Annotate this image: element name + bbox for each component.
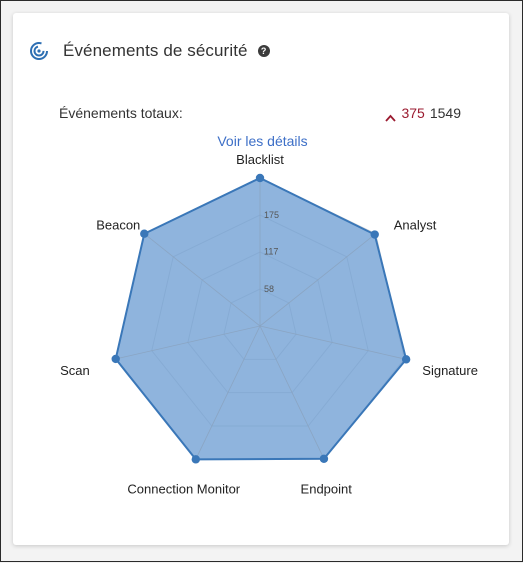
chevron-up-icon	[385, 109, 397, 122]
help-icon[interactable]: ?	[257, 45, 270, 57]
data-point-1	[370, 230, 379, 239]
totals-values: 375 1549	[385, 105, 461, 122]
data-point-3	[319, 454, 329, 463]
data-point-4	[191, 455, 200, 464]
axis-label-1: Analyst	[394, 218, 437, 233]
axis-label-2: Signature	[422, 363, 478, 378]
card-header: Événements de sécurité ?	[29, 29, 270, 73]
tick-label-1: 117	[264, 247, 278, 257]
axis-label-6: Beacon	[96, 218, 140, 233]
axis-label-4: Connection Monitor	[127, 481, 240, 496]
data-area	[114, 177, 408, 461]
data-point-6	[140, 229, 149, 238]
axis-label-3: Endpoint	[301, 481, 353, 496]
data-point-2	[401, 355, 411, 364]
tick-label-2: 175	[264, 210, 279, 220]
data-point-0	[255, 173, 265, 183]
spoke-1	[259, 233, 376, 327]
spoke-3	[259, 325, 325, 460]
spoke-2	[259, 325, 405, 360]
totals-count: 1549	[429, 105, 461, 121]
axis-label-0: Blacklist	[236, 152, 284, 167]
totals-row: Événements totaux: 375 1549	[59, 105, 461, 122]
tick-label-0: 58	[264, 284, 274, 294]
card-title: Événements de sécurité	[63, 41, 248, 60]
view-details-link[interactable]: Voir les détails	[217, 133, 308, 149]
totals-label: Événements totaux:	[59, 105, 183, 121]
axis-label-5: Scan	[60, 363, 90, 378]
data-point-5	[111, 354, 120, 364]
totals-delta: 375	[401, 105, 425, 121]
spoke-4	[195, 325, 261, 460]
spoke-6	[144, 233, 261, 327]
spoke-5	[115, 325, 261, 360]
radar-icon	[29, 41, 49, 61]
